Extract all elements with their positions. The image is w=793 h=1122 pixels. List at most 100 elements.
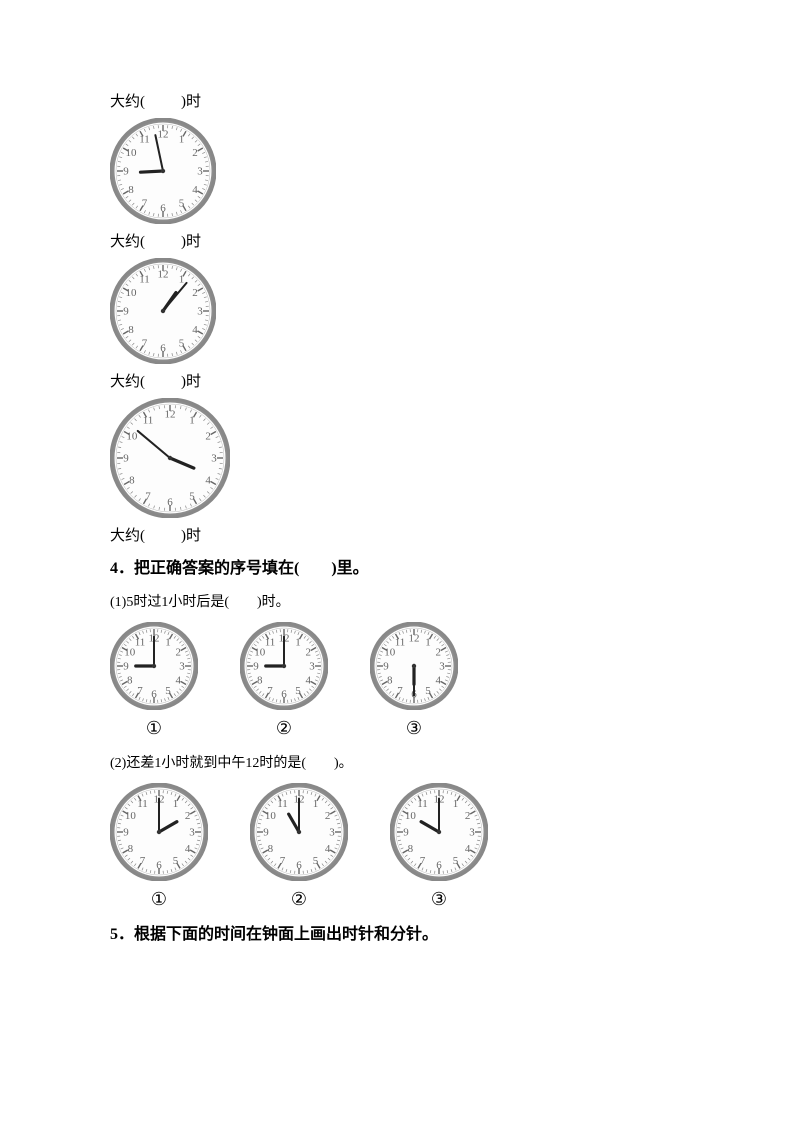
svg-text:12: 12: [165, 409, 176, 421]
clock: 121234567891011: [240, 622, 328, 710]
svg-text:10: 10: [126, 431, 138, 443]
svg-text:1: 1: [295, 636, 301, 648]
svg-text:2: 2: [185, 810, 191, 822]
svg-text:10: 10: [124, 647, 135, 659]
option-label: ②: [291, 885, 307, 914]
svg-text:3: 3: [197, 306, 203, 318]
svg-text:6: 6: [156, 860, 162, 872]
svg-text:2: 2: [435, 647, 441, 659]
svg-text:9: 9: [123, 661, 129, 673]
svg-text:3: 3: [469, 827, 475, 839]
svg-text:3: 3: [189, 827, 195, 839]
svg-text:3: 3: [439, 661, 445, 673]
label-pre: 大约(: [110, 374, 145, 390]
svg-text:6: 6: [296, 860, 302, 872]
svg-text:1: 1: [173, 798, 179, 810]
label-post: )时: [181, 234, 201, 250]
svg-text:7: 7: [280, 855, 286, 867]
clock: 121234567891011: [110, 622, 198, 710]
q4-sub2-row: 121234567891011 ① 121234567891011 ② 1212…: [110, 783, 683, 914]
svg-text:5: 5: [313, 855, 319, 867]
svg-text:9: 9: [123, 306, 129, 318]
svg-text:8: 8: [128, 324, 134, 336]
svg-text:7: 7: [420, 855, 426, 867]
svg-text:8: 8: [268, 843, 274, 855]
clock-label-4: 大约( )时: [110, 524, 683, 548]
svg-text:12: 12: [158, 129, 169, 141]
svg-text:5: 5: [179, 198, 185, 210]
option-label: ③: [431, 885, 447, 914]
svg-text:4: 4: [325, 843, 331, 855]
svg-text:5: 5: [189, 491, 195, 503]
option-label: ①: [146, 714, 162, 743]
svg-text:11: 11: [137, 798, 148, 810]
svg-text:5: 5: [173, 855, 179, 867]
svg-text:8: 8: [408, 843, 414, 855]
svg-text:11: 11: [277, 798, 288, 810]
svg-text:8: 8: [127, 675, 133, 687]
svg-text:8: 8: [128, 184, 134, 196]
clock-label-2: 大约()时: [110, 230, 683, 254]
svg-text:4: 4: [192, 184, 198, 196]
svg-text:4: 4: [465, 843, 471, 855]
svg-text:10: 10: [125, 287, 137, 299]
svg-text:2: 2: [305, 647, 311, 659]
svg-text:9: 9: [263, 827, 269, 839]
label-post: )时: [181, 94, 201, 110]
svg-text:9: 9: [123, 166, 129, 178]
svg-text:5: 5: [179, 338, 185, 350]
svg-text:9: 9: [123, 827, 129, 839]
q4-sub1-opt3: 121234567891011 ③: [370, 622, 458, 743]
clock-label-1: 大约()时: [110, 90, 683, 114]
svg-text:4: 4: [205, 475, 211, 487]
svg-text:12: 12: [409, 633, 420, 645]
clock-3: 121234567891011: [110, 398, 683, 518]
svg-text:5: 5: [295, 685, 301, 697]
label-post: )时: [181, 528, 201, 544]
svg-text:3: 3: [211, 453, 217, 465]
svg-text:5: 5: [425, 685, 431, 697]
svg-text:1: 1: [313, 798, 319, 810]
svg-text:6: 6: [160, 203, 166, 215]
svg-text:3: 3: [309, 661, 315, 673]
section-3: 大约()时 121234567891011 大约()时 121234567891…: [110, 90, 683, 548]
q4-sub2-text: (2)还差1小时就到中午12时的是( )。: [110, 753, 683, 775]
q4-sub2-opt3: 121234567891011 ③: [390, 783, 488, 914]
svg-text:10: 10: [125, 147, 137, 159]
svg-text:11: 11: [135, 636, 146, 648]
svg-text:6: 6: [167, 497, 173, 509]
q4-sub1-opt2: 121234567891011 ②: [240, 622, 328, 743]
q4-sub2-opt2: 121234567891011 ②: [250, 783, 348, 914]
label-pre: 大约(: [110, 528, 145, 544]
svg-text:8: 8: [129, 475, 135, 487]
clock: 121234567891011: [250, 783, 348, 881]
svg-text:10: 10: [254, 647, 266, 659]
svg-text:11: 11: [395, 636, 406, 648]
svg-text:11: 11: [417, 798, 428, 810]
svg-text:7: 7: [145, 491, 151, 503]
svg-text:4: 4: [192, 324, 198, 336]
svg-text:2: 2: [205, 431, 211, 443]
svg-text:9: 9: [123, 453, 129, 465]
q4-sub1-text: (1)5时过1小时后是( )时。: [110, 592, 683, 614]
svg-text:6: 6: [151, 689, 157, 701]
svg-text:1: 1: [453, 798, 459, 810]
svg-text:4: 4: [305, 675, 311, 687]
svg-text:2: 2: [175, 647, 181, 659]
svg-text:2: 2: [192, 287, 198, 299]
svg-text:6: 6: [160, 343, 166, 355]
svg-text:10: 10: [265, 810, 277, 822]
svg-text:9: 9: [383, 661, 389, 673]
option-label: ③: [406, 714, 422, 743]
q4-sub1-opt1: 121234567891011 ①: [110, 622, 198, 743]
svg-text:11: 11: [139, 133, 150, 145]
svg-text:9: 9: [253, 661, 259, 673]
svg-text:1: 1: [425, 636, 431, 648]
svg-text:8: 8: [128, 843, 134, 855]
svg-text:7: 7: [142, 338, 148, 350]
svg-text:8: 8: [257, 675, 263, 687]
svg-text:10: 10: [125, 810, 137, 822]
q4-heading: 4．把正确答案的序号填在( )里。: [110, 556, 683, 582]
q4-sub2-opt1: 121234567891011 ①: [110, 783, 208, 914]
svg-text:3: 3: [179, 661, 185, 673]
